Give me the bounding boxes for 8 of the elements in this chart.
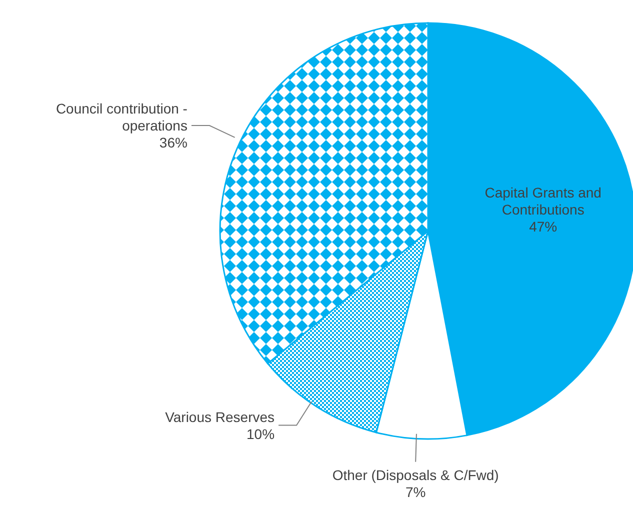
data-label: 10% bbox=[246, 426, 275, 442]
slice-label: Other (Disposals & C/Fwd) bbox=[332, 466, 499, 483]
data-label: 47% bbox=[529, 218, 558, 235]
slice-label: Capital Grants and Contributions bbox=[484, 184, 602, 218]
slice-label: Council contribution - operations bbox=[56, 100, 188, 134]
slice-label: Various Reserves bbox=[165, 408, 275, 425]
data-label: 36% bbox=[159, 134, 188, 151]
data-label: 7% bbox=[405, 484, 426, 500]
